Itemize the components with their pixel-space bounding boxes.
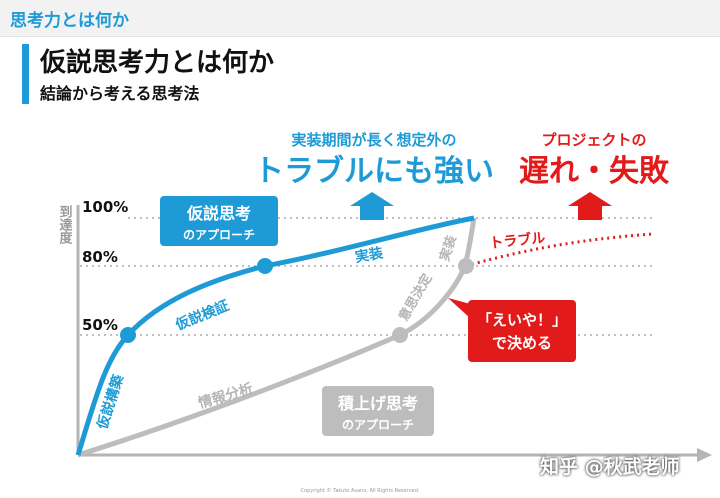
label-implementation-gray: 実装 bbox=[437, 234, 460, 264]
top-right-headline: 遅れ・失敗 bbox=[519, 154, 670, 189]
decision-callout-line1: 「えいや！」 bbox=[477, 311, 567, 329]
y-axis-label: 到達度 bbox=[57, 205, 73, 245]
blue-up-arrow-icon bbox=[350, 192, 394, 220]
page-subtitle: 結論から考える思考法 bbox=[40, 84, 200, 103]
hypothesis-approach-title: 仮説思考 bbox=[186, 204, 251, 223]
section-title: 思考力とは何か bbox=[10, 11, 129, 31]
page-title: 仮説思考力とは何か bbox=[40, 48, 275, 78]
level-label-100: 100% bbox=[82, 198, 128, 216]
hypothesis-thinking-curve bbox=[75, 215, 475, 456]
decision-callout-box bbox=[468, 300, 576, 362]
copyright-text: Copyright © Takuto Asano, All Rights Res… bbox=[301, 487, 420, 494]
top-left-headline: トラブルにも強い bbox=[254, 154, 494, 189]
label-hypothesis-build: 仮説構築 bbox=[93, 372, 127, 432]
top-right-caption: プロジェクトの bbox=[541, 131, 646, 149]
gray-point-50 bbox=[392, 327, 408, 343]
blue-point-80 bbox=[257, 258, 273, 274]
red-up-arrow-icon bbox=[568, 192, 612, 220]
trouble-curve bbox=[465, 232, 653, 268]
blue-point-50 bbox=[120, 327, 136, 343]
decision-callout-line2: で決める bbox=[492, 334, 552, 352]
stacked-approach-sub: のアプローチ bbox=[342, 417, 414, 432]
stacked-approach-box bbox=[322, 386, 434, 436]
label-hypothesis-verify: 仮説検証 bbox=[172, 297, 231, 334]
x-axis-arrow-head bbox=[697, 448, 712, 462]
hypothesis-approach-sub: のアプローチ bbox=[183, 227, 255, 242]
title-accent-bar bbox=[22, 44, 29, 104]
level-label-80: 80% bbox=[82, 248, 118, 266]
top-left-caption: 実装期間が長く想定外の bbox=[291, 131, 456, 149]
level-label-50: 50% bbox=[82, 316, 118, 334]
hypothesis-approach-box bbox=[160, 196, 278, 246]
stacked-approach-title: 積上げ思考 bbox=[337, 394, 418, 413]
label-implementation-blue: 実装 bbox=[354, 244, 386, 266]
label-trouble: トラブル bbox=[489, 229, 546, 252]
top-bar: 思考力とは何か bbox=[0, 0, 720, 37]
watermark: 知乎 @秋武老师 bbox=[540, 456, 680, 478]
gray-point-80 bbox=[458, 258, 474, 274]
